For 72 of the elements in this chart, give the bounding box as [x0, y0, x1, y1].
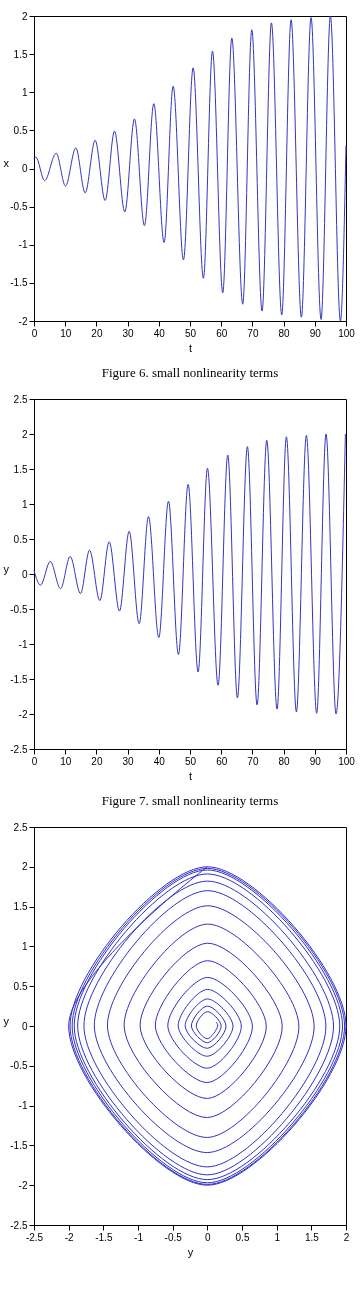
- y-axis-title: x: [3, 157, 10, 169]
- x-tick-label: 0: [205, 1231, 212, 1243]
- y-tick-label: 1.5: [13, 463, 28, 475]
- y-tick-label: -1.5: [10, 673, 28, 685]
- y-tick-label: 0: [21, 163, 28, 174]
- y-tick-label: -2.5: [10, 1219, 28, 1231]
- x-tick-label: 100: [338, 755, 356, 767]
- y-tick-label: 2: [21, 10, 28, 22]
- x-tick-label: 0: [31, 327, 38, 339]
- y-tick-label: -1: [18, 638, 28, 650]
- y-tick-label: 1.5: [13, 48, 28, 60]
- caption: Figure 6. small nonlinearity terms: [101, 365, 279, 380]
- x-tick-label: 80: [278, 327, 291, 339]
- x-tick-label: 10: [60, 327, 72, 339]
- y-tick-label: 1: [21, 86, 28, 98]
- y-tick-label: 0: [21, 1020, 28, 1032]
- y-tick-label: 2: [21, 428, 28, 440]
- x-tick-label: 2: [343, 1231, 350, 1243]
- y-tick-label: -2.5: [10, 743, 28, 755]
- y-axis-title: y: [3, 562, 10, 575]
- line-series: [33, 433, 346, 715]
- x-tick-label: 50: [184, 327, 197, 339]
- y-tick-label: -1.5: [10, 277, 28, 289]
- x-tick-label: 100: [338, 327, 356, 339]
- y-tick-label: 2.5: [13, 393, 28, 405]
- x-tick-label: 60: [216, 327, 228, 339]
- x-tick-label: 1: [274, 1231, 281, 1243]
- y-tick-label: 1.5: [13, 901, 28, 913]
- x-tick-label: 90: [309, 755, 322, 767]
- x-tick-label: 80: [278, 755, 291, 767]
- line-series: [68, 866, 347, 1186]
- x-tick-label: 10: [60, 755, 72, 767]
- x-tick-label: 70: [247, 755, 259, 767]
- y-tick-label: -2: [18, 1179, 28, 1191]
- x-tick-label: 60: [216, 755, 228, 767]
- y-tick-label: 0.5: [13, 980, 28, 992]
- x-axis-title: y: [187, 1245, 194, 1258]
- x-tick-label: 0.5: [235, 1231, 250, 1243]
- y-tick-label: -1: [18, 1100, 28, 1112]
- x-axis-title: t: [188, 341, 193, 354]
- y-tick-label: 2: [21, 861, 28, 873]
- x-tick-label: 30: [122, 755, 135, 767]
- x-axis-title: t: [188, 769, 193, 782]
- x-tick-label: 40: [153, 327, 166, 339]
- x-tick-label: -1.5: [95, 1231, 113, 1243]
- y-tick-label: 0.5: [13, 124, 28, 136]
- y-tick-label: -0.5: [10, 603, 28, 615]
- x-tick-label: 40: [153, 755, 166, 767]
- x-tick-label: -2: [64, 1231, 75, 1243]
- x-tick-label: 20: [91, 755, 103, 767]
- x-tick-label: 0: [31, 755, 38, 767]
- x-tick-label: -0.5: [164, 1231, 183, 1243]
- x-tick-label: 30: [122, 327, 135, 339]
- x-tick-label: 90: [309, 327, 322, 339]
- x-tick-label: -1: [134, 1231, 144, 1243]
- y-tick-label: -0.5: [10, 1060, 28, 1072]
- x-tick-label: 50: [184, 755, 197, 767]
- y-tick-label: -2: [18, 708, 28, 720]
- y-tick-label: 0.5: [13, 533, 28, 545]
- y-tick-label: 1: [21, 498, 28, 510]
- x-tick-label: 70: [247, 327, 259, 339]
- y-tick-label: 0: [21, 568, 28, 580]
- caption: Figure 7. small nonlinearity terms: [101, 793, 279, 808]
- x-tick-label: 20: [91, 327, 103, 339]
- y-tick-label: -1: [18, 239, 28, 251]
- y-axis-title: y: [3, 1014, 10, 1027]
- y-tick-label: -1.5: [10, 1139, 28, 1151]
- y-tick-label: -2: [18, 315, 28, 327]
- x-tick-label: 1.5: [304, 1231, 320, 1243]
- y-tick-label: -0.5: [10, 201, 28, 213]
- y-tick-label: 2.5: [13, 821, 28, 833]
- y-tick-label: 1: [21, 940, 28, 952]
